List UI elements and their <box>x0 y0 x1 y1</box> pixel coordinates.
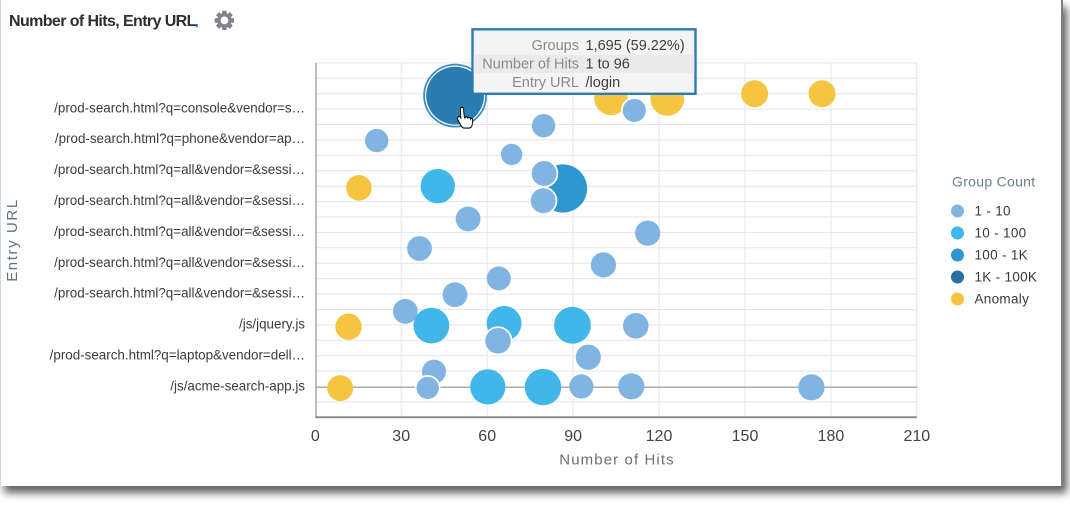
svg-text:/js/acme-search-app.js: /js/acme-search-app.js <box>170 378 305 393</box>
svg-text:/prod-search.html?q=all&vendor: /prod-search.html?q=all&vendor=&sessi… <box>54 193 305 208</box>
svg-text:150: 150 <box>732 428 759 445</box>
svg-text:10 - 100: 10 - 100 <box>975 226 1027 241</box>
svg-text:30: 30 <box>392 428 410 445</box>
svg-text:1K - 100K: 1K - 100K <box>975 270 1038 285</box>
svg-text:Anomaly: Anomaly <box>975 292 1030 307</box>
svg-text:/prod-search.html?q=all&vendor: /prod-search.html?q=all&vendor=&sessi… <box>54 224 305 239</box>
svg-text:90: 90 <box>564 428 582 445</box>
svg-text:/prod-search.html?q=all&vendor: /prod-search.html?q=all&vendor=&sessi… <box>54 162 305 177</box>
svg-text:Entry URL: Entry URL <box>4 198 21 282</box>
svg-text:Entry URL: Entry URL <box>512 75 579 91</box>
svg-text:/login: /login <box>586 75 621 91</box>
svg-text:120: 120 <box>646 428 673 445</box>
svg-text:210: 210 <box>903 428 930 445</box>
svg-text:100 - 1K: 100 - 1K <box>975 248 1028 263</box>
svg-text:1,695 (59.22%): 1,695 (59.22%) <box>586 38 685 54</box>
svg-text:1 - 10: 1 - 10 <box>975 204 1011 219</box>
svg-text:/prod-search.html?q=phone&vend: /prod-search.html?q=phone&vendor=ap… <box>55 131 305 146</box>
svg-text:1 to 96: 1 to 96 <box>586 57 630 73</box>
svg-text:/prod-search.html?q=all&vendor: /prod-search.html?q=all&vendor=&sessi… <box>54 255 305 270</box>
svg-text:/prod-search.html?q=laptop&ven: /prod-search.html?q=laptop&vendor=dell… <box>50 348 305 363</box>
svg-text:Number of Hits: Number of Hits <box>559 452 674 469</box>
svg-text:/prod-search.html?q=all&vendor: /prod-search.html?q=all&vendor=&sessi… <box>54 286 305 301</box>
svg-text:/js/jquery.js: /js/jquery.js <box>239 317 305 332</box>
svg-text:Number of Hits: Number of Hits <box>482 57 579 73</box>
svg-text:Group Count: Group Count <box>952 174 1035 190</box>
svg-text:/prod-search.html?q=console&ve: /prod-search.html?q=console&vendor=s… <box>54 100 305 115</box>
svg-text:0: 0 <box>311 428 320 445</box>
svg-text:Groups: Groups <box>531 38 579 54</box>
svg-text:180: 180 <box>818 428 845 445</box>
svg-text:60: 60 <box>478 428 496 445</box>
